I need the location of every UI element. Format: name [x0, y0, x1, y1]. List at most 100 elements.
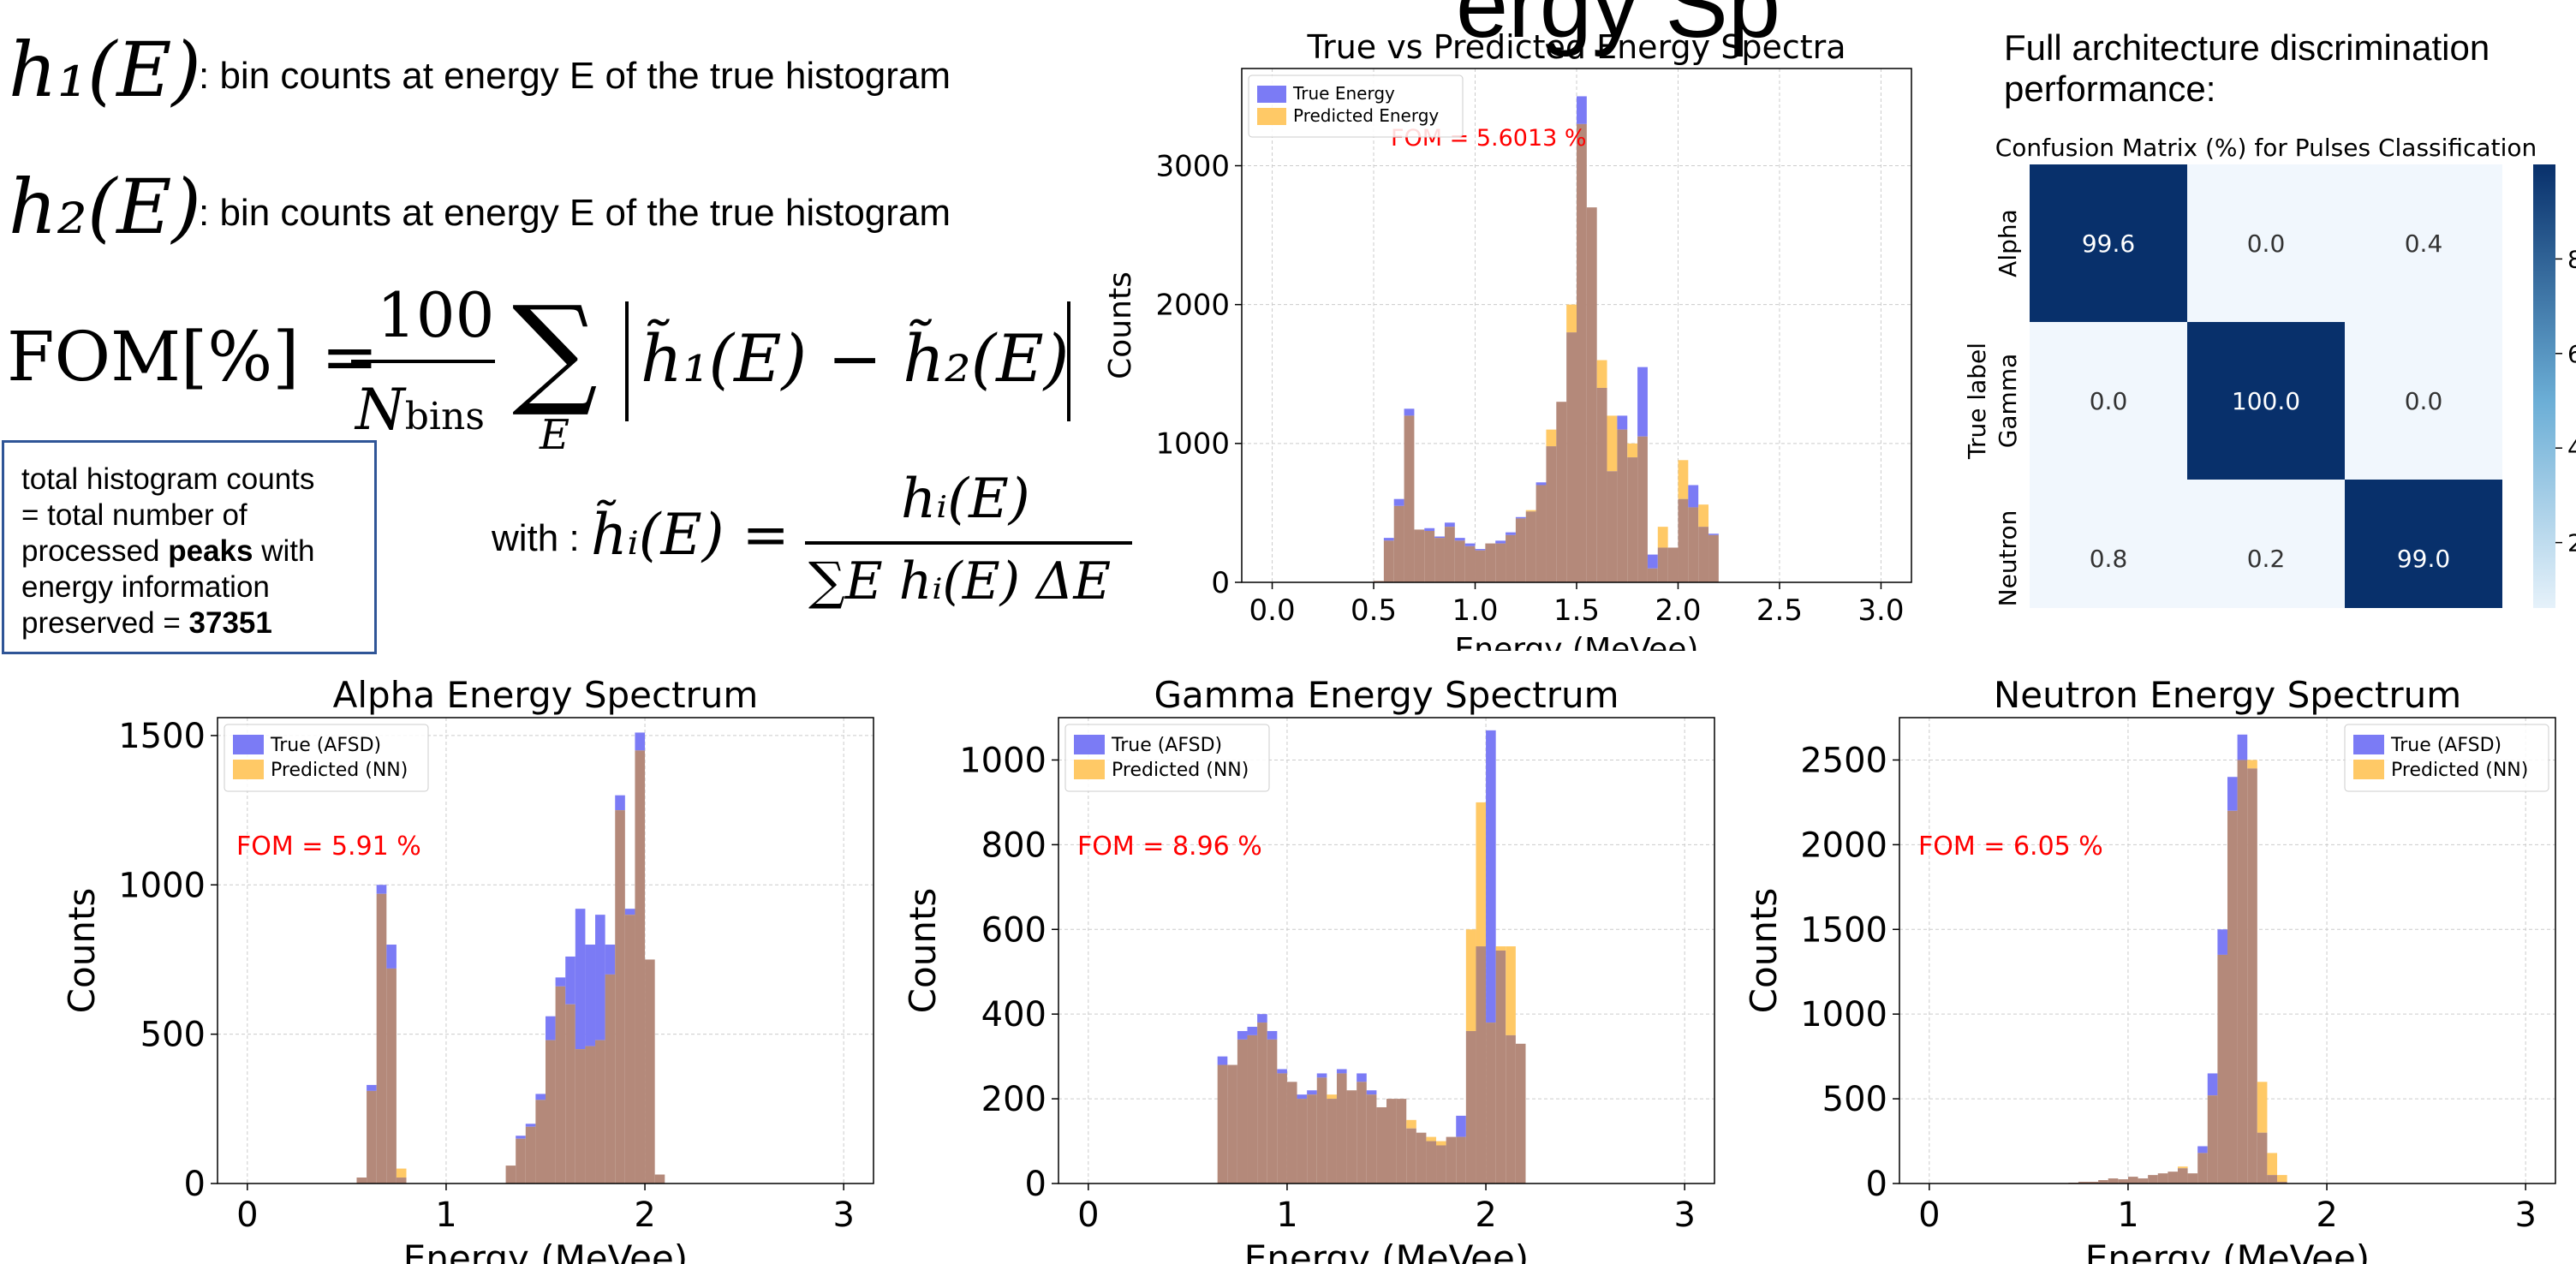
overlap-bar [2257, 1132, 2268, 1184]
y-axis-label: True label [1963, 343, 1991, 460]
chart-title: True vs Predicted Energy Spectra [1306, 28, 1846, 66]
predicted-bar [1607, 415, 1618, 472]
overlap-bar [2247, 768, 2257, 1184]
overlap-bar [1667, 547, 1679, 582]
fom-annotation: FOM = 8.96 % [1077, 832, 1262, 862]
main-spectrum-chart: 0 1000 2000 3000 0.0 0.5 1.0 1.5 2.0 2.5 3.0 True v… [1103, 28, 1912, 651]
overlap-bar [1525, 511, 1536, 582]
x-axis-label: Energy (MeVee) [1244, 1237, 1529, 1264]
note-line-5: preserved = 37351 [21, 606, 272, 640]
fom-fraction-bar [351, 360, 495, 363]
cell-value-label: 99.0 [2397, 545, 2450, 573]
y-tick-label: 400 [981, 995, 1046, 1034]
note-line-2: = total number of [21, 498, 247, 532]
overlap-bar [2277, 1182, 2287, 1184]
overlap-bar [2127, 1177, 2138, 1184]
overlap-bar [1535, 485, 1547, 582]
overlap-bar [1586, 207, 1597, 582]
matrix-cell [2187, 480, 2345, 608]
overlap-bar [2157, 1173, 2168, 1184]
legend-box [1248, 75, 1464, 138]
overlap-bar [1596, 387, 1607, 582]
true-bar [565, 956, 575, 1005]
true-bar [1456, 1115, 1466, 1137]
overlap-bar [1444, 527, 1455, 582]
overlap-bar [2148, 1175, 2158, 1184]
true-bar [555, 977, 566, 987]
y-tick-label: 3000 [1155, 149, 1230, 183]
matrix-cell [2030, 480, 2187, 608]
y-tick-label: 1000 [1155, 427, 1230, 462]
h1-symbol: h₁(E) [9, 26, 201, 114]
overlap-bar [1515, 518, 1526, 582]
overlap-bar [1434, 538, 1445, 582]
overlap-bar [386, 968, 397, 1184]
overlap-bar [1257, 1023, 1267, 1184]
true-bar [624, 909, 635, 915]
h2-symbol: h₂(E) [9, 163, 201, 251]
predicted-bar [2177, 1166, 2188, 1169]
y-tick-label: 800 [981, 826, 1046, 865]
cell-value-label: 0.4 [2405, 230, 2443, 258]
abs-bar-right [1067, 301, 1070, 421]
true-bar [535, 1094, 546, 1100]
true-bar [595, 915, 605, 1040]
y-category-label: Gamma [1994, 354, 2022, 449]
true-bar [1237, 1030, 1248, 1040]
fom-annotation: FOM = 5.91 % [236, 832, 421, 862]
overlap-bar [1436, 1145, 1446, 1184]
true-bar [1464, 543, 1476, 546]
true-bar [1515, 516, 1526, 519]
overlap-bar [2207, 1095, 2218, 1184]
legend-box [1064, 724, 1270, 792]
y-axis-label: Counts [61, 888, 103, 1014]
true-bar [1475, 549, 1486, 551]
overlap-bar [1307, 1094, 1317, 1184]
y-axis-label: Counts [1743, 888, 1785, 1014]
overlap-bar [2088, 1182, 2099, 1184]
y-tick-label: 0 [1866, 1165, 1887, 1204]
overlap-bar [575, 1049, 586, 1184]
true-bar [1404, 408, 1415, 416]
true-bar [367, 1084, 377, 1091]
overlap-bar [635, 750, 646, 1184]
h1-description: : bin counts at energy E of the true his… [199, 55, 951, 97]
y-tick-label: 600 [981, 910, 1046, 950]
overlap-bar [1454, 540, 1465, 582]
x-axis-label: Energy (MeVee) [403, 1237, 688, 1264]
predicted-bar [1657, 527, 1668, 548]
predicted-bar [1627, 443, 1638, 458]
colorbar [2533, 164, 2555, 608]
chart-title: Alpha Energy Spectrum [333, 674, 759, 716]
true-bar [1454, 538, 1465, 541]
true-bar [1535, 482, 1547, 486]
overlap-bar [2108, 1178, 2119, 1184]
overlap-bar [2168, 1172, 2178, 1184]
overlap-bar [1515, 1043, 1526, 1184]
gamma-spectrum-chart: 0 200 400 600 800 1000 0 1 2 3 Gamma Energy Spectr… [902, 674, 1715, 1264]
x-tick-label: 0 [236, 1195, 258, 1235]
overlap-bar [2197, 1153, 2208, 1184]
true-bar [1357, 1073, 1367, 1082]
predicted-bar [396, 1168, 407, 1178]
overlap-bar [1217, 1064, 1228, 1184]
x-tick-label: 3 [1673, 1195, 1695, 1235]
matrix-cell [2187, 322, 2345, 480]
legend-swatch-true [2353, 735, 2384, 754]
overlap-bar [1506, 534, 1516, 582]
h2-description: : bin counts at energy E of the true his… [199, 192, 951, 234]
true-bar [525, 1124, 536, 1127]
true-bar [1577, 96, 1587, 124]
predicted-bar [2277, 1175, 2287, 1183]
cell-value-label: 0.2 [2247, 545, 2286, 573]
true-bar [376, 885, 387, 894]
plot-frame [1899, 717, 2556, 1184]
colorbar-tick-label: 2 [2567, 529, 2576, 557]
predicted-bar [1495, 946, 1506, 951]
overlap-bar [615, 810, 625, 1184]
y-tick-label: 0 [1211, 566, 1230, 600]
overlap-bar [2118, 1179, 2128, 1184]
true-bar [615, 795, 625, 811]
y-category-label: Alpha [1994, 209, 2022, 277]
true-bar [575, 909, 586, 1050]
